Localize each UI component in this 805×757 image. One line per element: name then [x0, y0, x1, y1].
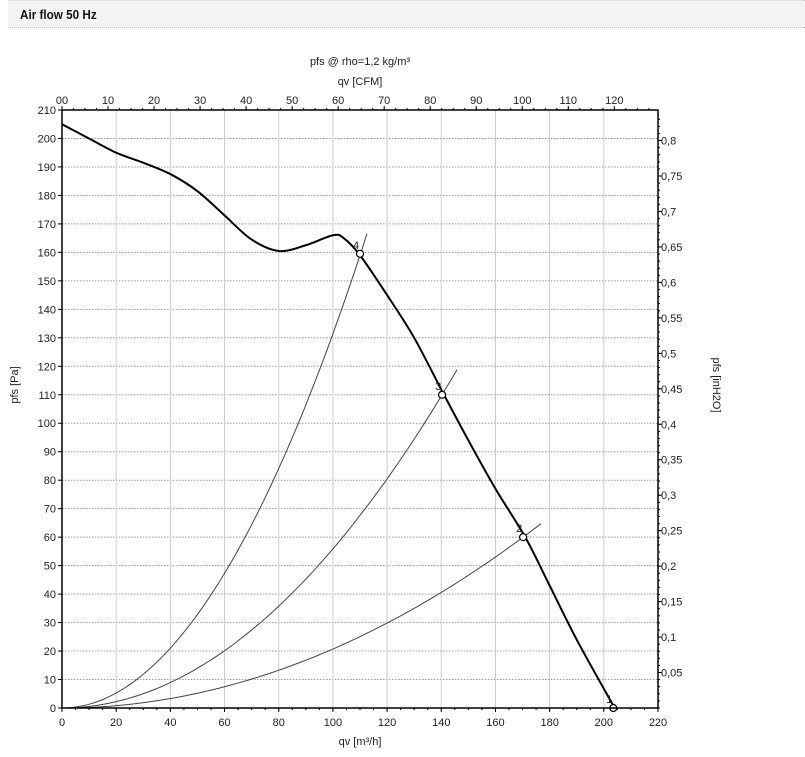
- x-tick-label: 160: [486, 717, 504, 729]
- y-tick-label: 130: [38, 333, 56, 345]
- x-tick-label: 180: [540, 717, 558, 729]
- plot-frame: [61, 109, 659, 709]
- operating-point: [437, 390, 447, 399]
- x2-tick-label: 40: [240, 95, 252, 107]
- y2-tick-label: 0,2: [661, 561, 676, 573]
- operating-point-label: 2: [516, 523, 522, 535]
- y-tick-label: 160: [38, 247, 56, 259]
- fan-curve: [61, 123, 616, 709]
- x-tick-label: 120: [378, 717, 396, 729]
- y-tick-label: 180: [38, 190, 56, 202]
- y-tick-label: 120: [38, 361, 56, 373]
- x-tick-label: 100: [324, 717, 342, 729]
- section-title: Air flow 50 Hz: [20, 7, 97, 22]
- y2-tick-label: 0,25: [661, 526, 682, 538]
- x-axis-label: qv [m³/h]: [339, 736, 382, 748]
- system-curve: [61, 523, 542, 709]
- y-tick-label: 50: [44, 561, 56, 573]
- operating-point-label: 3: [435, 381, 441, 393]
- y-tick-label: 40: [44, 589, 56, 601]
- y-axis-label: pfs [Pa]: [9, 366, 21, 403]
- x2-tick-label: 90: [470, 95, 482, 107]
- x-tick-label: 220: [649, 717, 667, 729]
- system-curve: [61, 369, 458, 709]
- y-tick-label: 70: [44, 504, 56, 516]
- y2-tick-label: 0,1: [661, 632, 676, 644]
- y-tick-label: 30: [44, 618, 56, 630]
- x-tick-label: 80: [273, 717, 285, 729]
- x2-tick-label: 00: [56, 95, 68, 107]
- x2-tick-label: 120: [605, 95, 623, 107]
- y2-tick-label: 0,4: [661, 419, 676, 431]
- x2-axis-label: qv [CFM]: [338, 76, 383, 88]
- y2-tick-label: 0,3: [661, 490, 676, 502]
- y-tick-label: 200: [38, 133, 56, 145]
- y-tick-label: 150: [38, 276, 56, 288]
- y2-tick-label: 0,15: [661, 597, 682, 609]
- operating-point-label: 4: [353, 240, 359, 252]
- x-tick-label: 140: [432, 717, 450, 729]
- y-tick-label: 0: [50, 703, 56, 715]
- x2-tick-label: 10: [102, 95, 114, 107]
- operating-point: [355, 249, 365, 258]
- y-tick-label: 100: [38, 418, 56, 430]
- y-tick-label: 190: [38, 162, 56, 174]
- y-tick-label: 10: [44, 675, 56, 687]
- x2-tick-label: 100: [513, 95, 531, 107]
- y2-tick-label: 0,55: [661, 313, 682, 325]
- x-tick-label: 40: [164, 717, 176, 729]
- x2-tick-label: 50: [286, 95, 298, 107]
- y2-tick-label: 0,65: [661, 242, 682, 254]
- x-tick-label: 60: [218, 717, 230, 729]
- x2-tick-label: 60: [332, 95, 344, 107]
- y-tick-label: 110: [38, 390, 56, 402]
- y-tick-label: 170: [38, 219, 56, 231]
- x2-tick-label: 80: [424, 95, 436, 107]
- system-curve: [61, 233, 368, 709]
- x2-tick-label: 30: [194, 95, 206, 107]
- y2-tick-label: 0,7: [661, 206, 676, 218]
- y2-tick-label: 0,05: [661, 668, 682, 680]
- y-tick-label: 20: [44, 646, 56, 658]
- y-tick-label: 80: [44, 475, 56, 487]
- x-tick-label: 20: [110, 717, 122, 729]
- x2-tick-label: 110: [560, 95, 578, 107]
- y2-tick-label: 0,45: [661, 384, 682, 396]
- section-header: Air flow 50 Hz: [8, 0, 805, 28]
- y-tick-label: 90: [44, 447, 56, 459]
- y2-axis-label: pfs [inH2O]: [710, 357, 722, 412]
- x2-tick-label: 20: [148, 95, 160, 107]
- y2-tick-label: 0,6: [661, 277, 676, 289]
- operating-point-label: 1: [606, 694, 612, 706]
- y2-tick-label: 0,5: [661, 348, 676, 360]
- y2-tick-label: 0,8: [661, 136, 676, 148]
- x-tick-label: 0: [59, 717, 65, 729]
- y-tick-label: 140: [38, 304, 56, 316]
- y-tick-label: 60: [44, 532, 56, 544]
- x2-tick-label: 70: [378, 95, 390, 107]
- y2-tick-label: 0,75: [661, 171, 682, 183]
- y2-tick-label: 0,35: [661, 455, 682, 467]
- operating-point: [518, 533, 528, 542]
- chart-title: pfs @ rho=1,2 kg/m³: [310, 56, 410, 68]
- x-tick-label: 200: [595, 717, 613, 729]
- y-tick-label: 210: [38, 105, 56, 117]
